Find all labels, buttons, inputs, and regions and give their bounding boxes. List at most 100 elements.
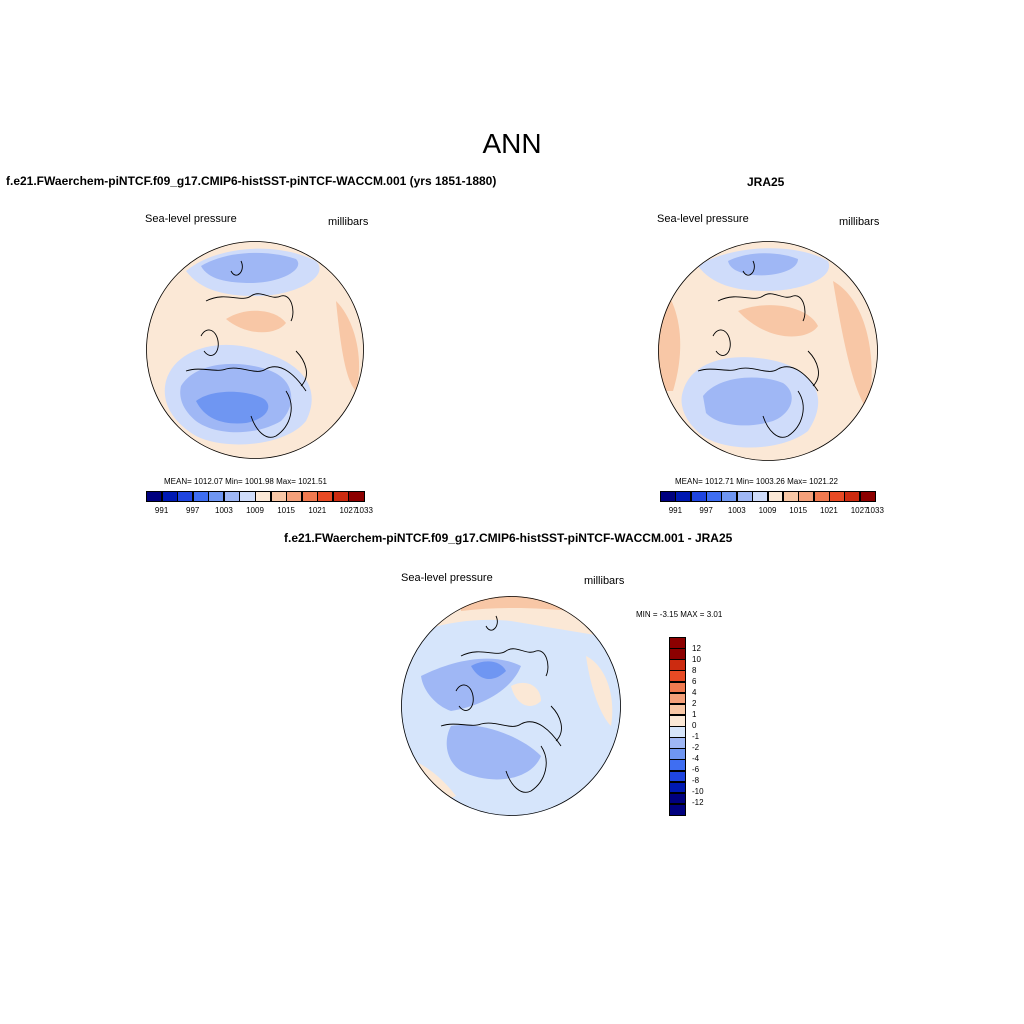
colorbar-swatch	[208, 491, 225, 502]
colorbar-swatch	[669, 637, 686, 649]
colorbar-tick: 2	[692, 699, 697, 708]
stats-diff: MIN = -3.15 MAX = 3.01	[636, 610, 723, 619]
colorbar-tick: 1	[692, 710, 697, 719]
colorbar-swatch	[669, 770, 686, 783]
colorbar-tick: -2	[692, 743, 700, 752]
colorbar-tick: 10	[692, 655, 701, 664]
colorbar-swatch	[813, 491, 830, 502]
colorbar-swatch	[146, 491, 163, 502]
colorbar-swatch	[669, 681, 686, 694]
panel-title-diff: f.e21.FWaerchem-piNTCF.f09_g17.CMIP6-his…	[284, 531, 733, 545]
variable-label-model: Sea-level pressure	[145, 213, 237, 225]
colorbar-swatch	[161, 491, 178, 502]
high-pressure-arctic	[738, 305, 818, 337]
variable-label-obs: Sea-level pressure	[657, 213, 749, 225]
colorbar-tick: -12	[692, 798, 704, 807]
figure-title: ANN	[482, 128, 542, 159]
colorbar-tick: 1009	[246, 506, 264, 515]
colorbar-model	[146, 491, 365, 502]
colorbar-swatch	[669, 692, 686, 705]
colorbar-ticks-model: 991 997 1003 1009 1015 1021 1027 1033	[146, 506, 373, 516]
colorbar-swatch	[317, 491, 334, 502]
stats-obs: MEAN= 1012.71 Min= 1003.26 Max= 1021.22	[675, 477, 838, 486]
colorbar-tick: 991	[668, 506, 683, 515]
colorbar-swatch	[767, 491, 784, 502]
low-pressure-pacific-core	[196, 391, 269, 424]
units-label-diff: millibars	[584, 575, 625, 587]
colorbar-ticks-obs: 991 997 1003 1009 1015 1021 1027 1033	[660, 506, 884, 516]
coastlines	[440, 615, 562, 793]
colorbar-tick: 1027	[339, 506, 358, 515]
colorbar-swatch	[270, 491, 287, 502]
units-label-model: millibars	[328, 216, 369, 228]
high-pressure-east	[336, 301, 360, 391]
colorbar-tick: 1021	[819, 506, 838, 515]
panel-title-obs: JRA25	[747, 175, 785, 189]
low-pressure-atlantic-core	[728, 253, 798, 276]
negative-anomaly-south	[446, 725, 541, 780]
colorbar-tick: -6	[692, 765, 700, 774]
colorbar-tick: -1	[692, 732, 700, 741]
colorbar-tick: 1033	[866, 506, 884, 515]
colorbar-swatch	[690, 491, 707, 502]
colorbar-tick: 12	[692, 644, 701, 653]
colorbar-swatch	[669, 803, 686, 816]
stats-model: MEAN= 1012.07 Min= 1001.98 Max= 1021.51	[164, 477, 327, 486]
colorbar-tick: 991	[154, 506, 169, 515]
coastlines	[185, 260, 307, 438]
colorbar-tick: 4	[692, 688, 697, 697]
colorbar-tick: 1003	[214, 506, 233, 515]
colorbar-swatch	[675, 491, 692, 502]
colorbar-swatch	[669, 714, 686, 727]
colorbar-ticks-diff: 12 10 8 6 4 2 1 0 -1 -2 -4 -6 -8 -10 -12	[692, 637, 722, 815]
colorbar-swatch	[752, 491, 769, 502]
colorbar-tick: 1015	[277, 506, 295, 515]
colorbar-swatch	[669, 748, 686, 760]
colorbar-tick: 1033	[355, 506, 373, 515]
colorbar-swatch	[736, 491, 753, 502]
negative-anomaly-core	[471, 661, 506, 680]
colorbar-swatch	[798, 491, 815, 502]
colorbar-swatch	[286, 491, 303, 502]
colorbar-swatch	[828, 491, 845, 502]
colorbar-swatch	[669, 670, 686, 683]
colorbar-swatch	[844, 491, 861, 502]
colorbar-tick: 8	[692, 666, 697, 675]
colorbar-tick: 1009	[758, 506, 777, 515]
units-label-obs: millibars	[839, 216, 880, 228]
polar-map-diff	[401, 596, 621, 816]
colorbar-tick: -10	[692, 787, 704, 796]
panel-title-model: f.e21.FWaerchem-piNTCF.f09_g17.CMIP6-his…	[6, 174, 497, 188]
colorbar-tick: 6	[692, 677, 697, 686]
colorbar-swatch	[301, 491, 318, 502]
colorbar-swatch	[669, 648, 686, 660]
colorbar-swatch	[669, 659, 686, 671]
colorbar-swatch	[255, 491, 272, 502]
colorbar-swatch	[192, 491, 209, 502]
colorbar-swatch	[669, 703, 686, 716]
polar-map-obs	[658, 241, 878, 461]
colorbar-tick: 1027	[850, 506, 869, 515]
colorbar-tick: 1015	[789, 506, 808, 515]
colorbar-obs	[660, 491, 876, 502]
positive-anomaly-east	[586, 656, 613, 726]
colorbar-tick: 1003	[727, 506, 746, 515]
colorbar-tick: 0	[692, 721, 697, 730]
colorbar-swatch	[669, 792, 686, 805]
coastlines	[697, 260, 819, 438]
low-pressure-atlantic-core	[201, 252, 299, 283]
variable-label-diff: Sea-level pressure	[401, 572, 493, 584]
colorbar-swatch	[859, 491, 876, 502]
colorbar-swatch	[223, 491, 240, 502]
colorbar-tick: 997	[699, 506, 713, 515]
high-pressure-arctic	[226, 310, 286, 333]
colorbar-diff	[669, 637, 686, 816]
high-pressure-east	[833, 281, 872, 411]
positive-anomaly-central	[511, 682, 541, 706]
low-pressure-pacific-core	[703, 377, 792, 426]
colorbar-swatch	[239, 491, 256, 502]
colorbar-tick: -8	[692, 776, 700, 785]
colorbar-swatch	[332, 491, 349, 502]
colorbar-swatch	[660, 491, 676, 502]
colorbar-tick: -4	[692, 754, 700, 763]
